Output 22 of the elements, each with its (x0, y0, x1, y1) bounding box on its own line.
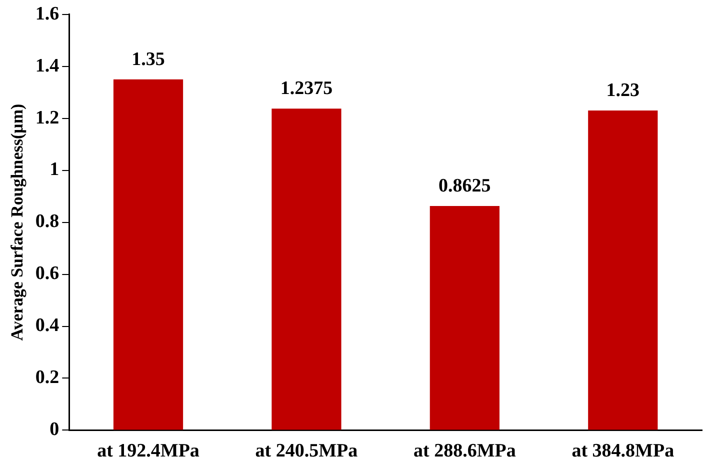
y-tick-label: 1.6 (35, 3, 60, 24)
x-tick-label: at 288.6MPa (413, 440, 516, 462)
x-tick-label: at 192.4MPa (97, 440, 200, 462)
y-axis-title: Average Surface Roughness(μm) (8, 104, 27, 341)
y-tick-label: 0.8 (35, 211, 60, 232)
data-label: 1.2375 (280, 78, 333, 100)
bar (430, 206, 500, 430)
data-label: 0.8625 (438, 175, 491, 196)
y-tick-label: 1.4 (35, 55, 60, 76)
y-tick-label: 1 (50, 159, 60, 180)
y-tick-label: 0 (50, 419, 60, 440)
bar (113, 79, 184, 430)
bar (588, 110, 658, 430)
bar (272, 108, 342, 430)
x-tick-label: at 240.5MPa (255, 440, 358, 462)
data-label: 1.35 (132, 48, 165, 70)
y-tick-label: 0.4 (35, 315, 60, 336)
y-tick-label: 1.2 (35, 107, 60, 128)
x-tick-label: at 384.8MPa (572, 440, 675, 462)
data-label: 1.23 (606, 80, 640, 101)
y-tick-label: 0.6 (35, 263, 60, 284)
y-tick-label: 0.2 (35, 367, 60, 388)
